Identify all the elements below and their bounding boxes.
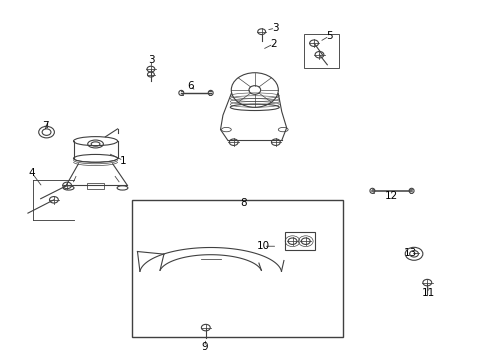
Bar	[87, 183, 104, 189]
Text: 9: 9	[201, 342, 208, 352]
Text: 8: 8	[241, 198, 247, 208]
Text: 2: 2	[270, 39, 277, 49]
Bar	[285, 232, 315, 250]
Text: 13: 13	[404, 248, 417, 258]
Text: 7: 7	[42, 121, 49, 131]
Text: 3: 3	[272, 23, 279, 33]
Text: 5: 5	[326, 31, 333, 41]
Text: 12: 12	[384, 191, 398, 201]
Text: 6: 6	[187, 81, 194, 91]
Text: 11: 11	[422, 288, 436, 298]
Bar	[304, 34, 339, 68]
Text: 3: 3	[148, 55, 155, 66]
Text: 4: 4	[28, 168, 35, 178]
Bar	[132, 200, 343, 337]
Text: 1: 1	[120, 156, 127, 166]
Text: 10: 10	[257, 241, 270, 251]
